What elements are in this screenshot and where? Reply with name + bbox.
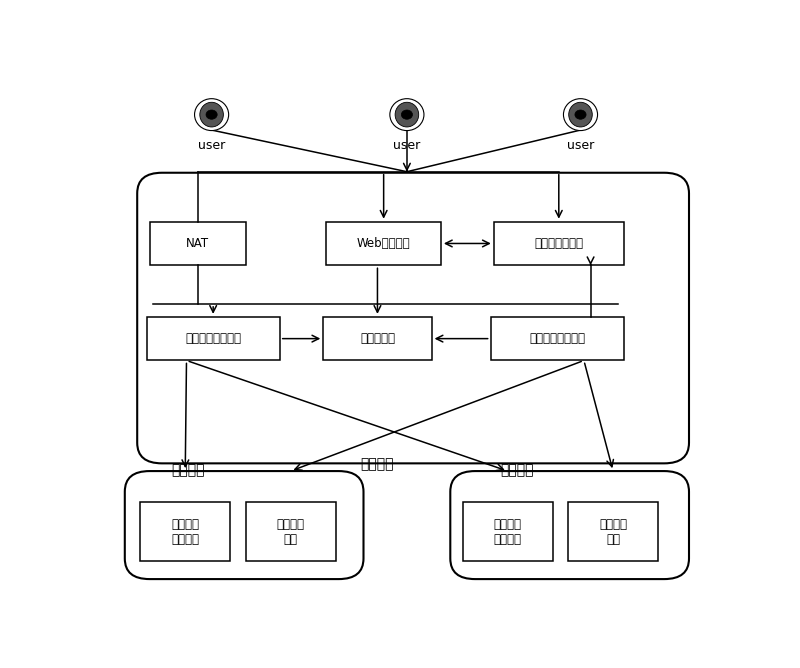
Text: user: user xyxy=(567,140,594,152)
Bar xyxy=(462,502,553,561)
Text: 存储服务
模块: 存储服务 模块 xyxy=(277,518,305,546)
Bar xyxy=(323,317,432,361)
Ellipse shape xyxy=(563,99,598,130)
Ellipse shape xyxy=(200,102,223,127)
Bar xyxy=(146,317,280,361)
Bar xyxy=(150,222,246,265)
Text: user: user xyxy=(394,140,421,152)
Text: 存储节点: 存储节点 xyxy=(500,463,534,477)
Text: 存储服务监测模块: 存储服务监测模块 xyxy=(530,332,586,345)
Text: Web服务模块: Web服务模块 xyxy=(357,237,410,250)
Bar xyxy=(246,502,336,561)
Text: 管理节点: 管理节点 xyxy=(360,457,394,471)
Ellipse shape xyxy=(395,102,418,127)
Ellipse shape xyxy=(390,99,424,130)
Bar xyxy=(326,222,441,265)
Text: 系统数据库模块: 系统数据库模块 xyxy=(534,237,583,250)
FancyBboxPatch shape xyxy=(450,471,689,579)
Text: 存储服务
模块: 存储服务 模块 xyxy=(599,518,627,546)
Bar xyxy=(140,502,230,561)
Circle shape xyxy=(206,110,217,120)
FancyBboxPatch shape xyxy=(138,173,689,464)
Text: user: user xyxy=(198,140,226,152)
Text: NAT: NAT xyxy=(186,237,210,250)
Bar xyxy=(490,317,624,361)
Text: 节点资源监测模块: 节点资源监测模块 xyxy=(185,332,241,345)
Circle shape xyxy=(575,110,586,120)
Ellipse shape xyxy=(194,99,229,130)
Text: 资源监测
服务模块: 资源监测 服务模块 xyxy=(494,518,522,546)
Ellipse shape xyxy=(569,102,592,127)
Text: 存储节点: 存储节点 xyxy=(171,463,205,477)
FancyBboxPatch shape xyxy=(125,471,363,579)
Circle shape xyxy=(402,110,413,120)
Bar xyxy=(494,222,624,265)
Text: 资源监测
服务模块: 资源监测 服务模块 xyxy=(171,518,199,546)
Text: 存储调度器: 存储调度器 xyxy=(360,332,395,345)
Bar xyxy=(568,502,658,561)
